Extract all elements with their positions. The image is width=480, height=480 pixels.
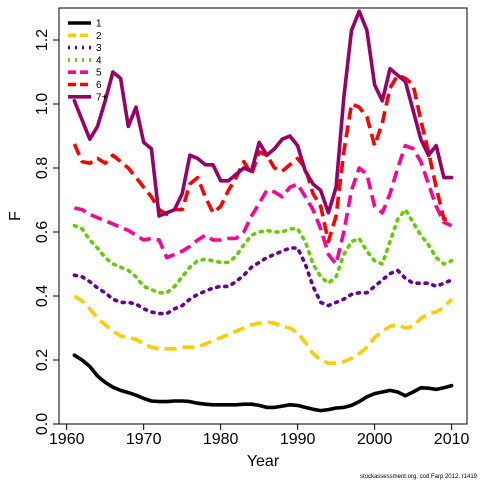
series-line-5 bbox=[74, 143, 453, 266]
series-line-6 bbox=[72, 73, 452, 244]
footnote: stockassessment.org, cod Farp 2012. r141… bbox=[360, 474, 478, 480]
y-tick-label: 1.2 bbox=[34, 29, 51, 51]
y-tick-label: 0.4 bbox=[34, 285, 51, 307]
series-line-3 bbox=[72, 246, 454, 316]
legend-label-7: 7+ bbox=[96, 92, 108, 103]
x-axis: 1960 1970 1980 1990 2000 2010 bbox=[49, 424, 470, 448]
x-tick-label: 1990 bbox=[280, 431, 316, 448]
y-tick-label: 0.6 bbox=[34, 221, 51, 243]
plot-frame bbox=[58, 7, 468, 425]
y-tick-label: 0.0 bbox=[34, 413, 51, 435]
legend-label-5: 5 bbox=[96, 68, 102, 79]
y-tick-label: 0.2 bbox=[34, 349, 51, 371]
series-line-2 bbox=[73, 294, 453, 366]
legend-label-2: 2 bbox=[96, 31, 102, 42]
legend-label-1: 1 bbox=[96, 19, 102, 30]
series-line-4 bbox=[72, 207, 454, 295]
x-tick-label: 1980 bbox=[203, 431, 239, 448]
y-tick-label: 0.8 bbox=[34, 157, 51, 179]
y-axis-title: F bbox=[7, 211, 24, 221]
x-tick-label: 2000 bbox=[357, 431, 393, 448]
legend-label-6: 6 bbox=[96, 80, 102, 91]
x-axis-title: Year bbox=[247, 453, 280, 470]
x-tick-label: 1960 bbox=[49, 431, 85, 448]
y-tick-label: 1.0 bbox=[34, 93, 51, 115]
legend-label-3: 3 bbox=[96, 43, 102, 54]
plot-area bbox=[72, 9, 454, 413]
x-tick-label: 2010 bbox=[434, 431, 470, 448]
y-axis: 0.0 0.2 0.4 0.6 0.8 1.0 1.2 bbox=[34, 29, 59, 435]
series-line-7 bbox=[72, 9, 454, 218]
legend-label-4: 4 bbox=[96, 55, 102, 66]
x-tick-label: 1970 bbox=[126, 431, 162, 448]
series-line-1 bbox=[72, 353, 454, 413]
